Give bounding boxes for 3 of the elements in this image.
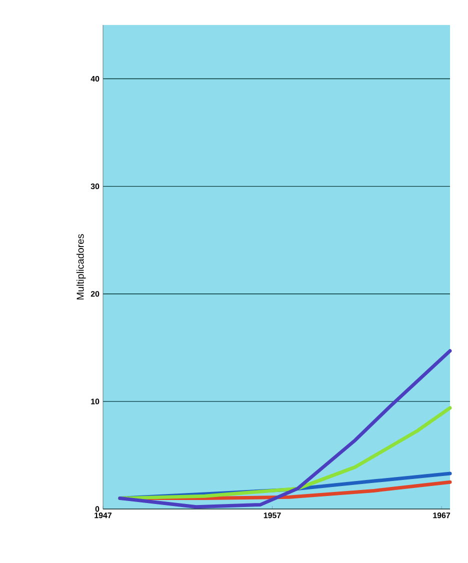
line-series xyxy=(118,406,452,500)
line-series xyxy=(118,349,452,509)
y-axis-title: Multiplicadores xyxy=(76,234,86,300)
